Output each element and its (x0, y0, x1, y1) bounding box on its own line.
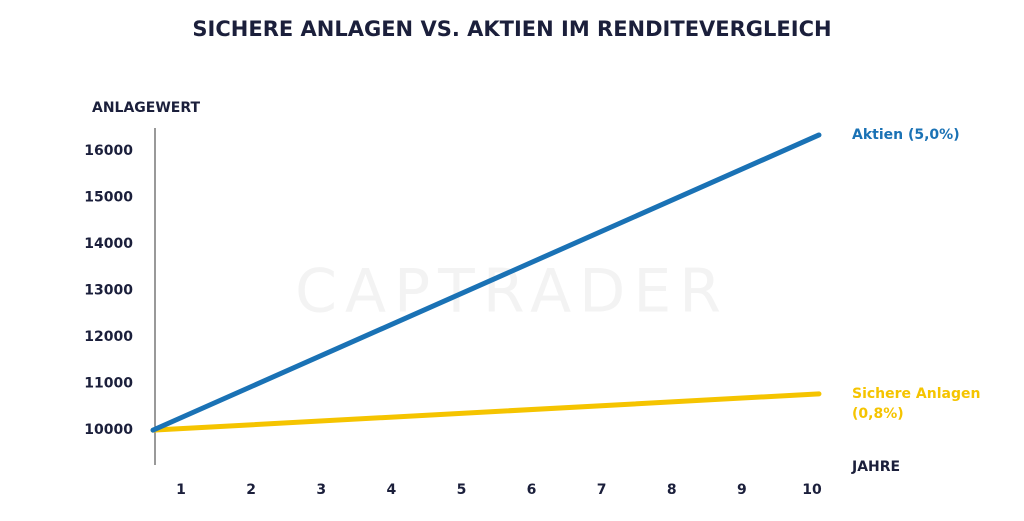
x-tick-label: 10 (802, 482, 822, 498)
x-tick-label: 2 (246, 482, 256, 498)
y-axis-label: ANLAGEWERT (92, 100, 201, 116)
x-tick-label: 3 (316, 482, 326, 498)
x-tick-label: 9 (737, 482, 747, 498)
series-label: Aktien (5,0%) (852, 126, 960, 143)
y-tick-label: 13000 (84, 283, 133, 299)
watermark: CAPTRADER (295, 257, 729, 327)
x-tick-label: 5 (457, 482, 467, 498)
x-tick-label: 6 (527, 482, 537, 498)
x-tick-label: 7 (597, 482, 607, 498)
x-tick-label: 8 (667, 482, 677, 498)
chart-title: SICHERE ANLAGEN VS. AKTIEN IM RENDITEVER… (192, 17, 831, 41)
y-tick-label: 16000 (84, 143, 133, 159)
x-tick-label: 4 (386, 482, 396, 498)
x-tick-label: 1 (176, 482, 186, 498)
x-axis-label: JAHRE (851, 459, 900, 475)
series-label: Sichere Anlagen (0,8%) (852, 385, 981, 422)
y-tick-label: 15000 (84, 190, 133, 206)
y-tick-label: 14000 (84, 236, 133, 252)
y-tick-label: 11000 (84, 376, 133, 392)
series-line (150, 391, 822, 433)
y-tick-label: 12000 (84, 329, 133, 345)
series-line (150, 132, 822, 433)
y-tick-label: 10000 (84, 422, 133, 438)
